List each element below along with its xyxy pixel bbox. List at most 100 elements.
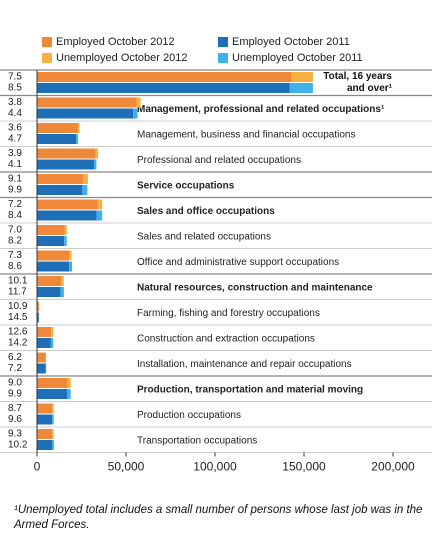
bar-segment (37, 429, 53, 439)
category-label: Professional and related occupations (137, 155, 301, 166)
rate-label: 9.1 (8, 174, 22, 185)
category-label: Construction and extraction occupations (137, 333, 315, 344)
bar-segment (37, 134, 77, 144)
rate-label: 8.6 (8, 261, 22, 272)
total-label: Total, 16 years and over¹ (323, 71, 392, 94)
legend-label: Employed October 2011 (232, 36, 350, 48)
rate-label: 3.9 (8, 148, 22, 159)
category-label: Production, transportation and material … (137, 384, 363, 395)
bar-segment (67, 378, 71, 388)
bar-segment (37, 97, 137, 108)
bar-segment (133, 108, 138, 119)
bar-segment (37, 123, 78, 133)
rate-label: 7.0 (8, 225, 22, 236)
legend-swatch (42, 53, 52, 63)
bar-segment (291, 72, 313, 82)
bar-segment (76, 134, 79, 144)
bar-segment (37, 174, 84, 184)
bar-segment (136, 97, 141, 108)
bar-segment (97, 199, 103, 210)
rate-label: 3.8 (8, 97, 22, 108)
bar-segment (83, 174, 88, 184)
rate-label: 7.3 (8, 250, 22, 261)
bar-segment (69, 261, 73, 272)
bar-segment (37, 414, 53, 425)
bar-segment (52, 403, 54, 414)
x-tick-label: 50,000 (108, 460, 145, 474)
rate-label: 8.7 (8, 403, 22, 414)
bar-segment (93, 159, 97, 170)
legend-label: Unemployed October 2012 (56, 52, 187, 64)
category-label: Natural resources, construction and main… (137, 282, 373, 293)
bar-segment (96, 210, 103, 221)
rate-label: 6.2 (8, 352, 22, 363)
bar-segment (67, 389, 71, 399)
rate-label: 7.5 (8, 72, 22, 83)
rate-label: 14.5 (8, 312, 28, 323)
bar-segment (37, 287, 61, 297)
bar-segment (69, 250, 72, 261)
bar-segment (52, 414, 54, 425)
rate-label: 8.5 (8, 83, 22, 94)
category-label: Installation, maintenance and repair occ… (137, 359, 352, 370)
rate-label: 4.7 (8, 134, 22, 145)
x-tick-label: 0 (34, 460, 41, 474)
category-label: Sales and office occupations (137, 206, 275, 217)
bar-segment (37, 250, 70, 261)
x-tick-label: 200,000 (371, 460, 415, 474)
rate-label: 9.9 (8, 389, 22, 400)
rate-label: 9.9 (8, 185, 22, 196)
bar-segment (37, 338, 51, 348)
bar-segment (37, 236, 65, 246)
rate-label: 4.4 (8, 108, 22, 119)
rate-label: 9.6 (8, 414, 22, 425)
bar-segment (37, 225, 65, 235)
category-label: Production occupations (137, 410, 241, 421)
bar-segment (82, 185, 88, 195)
bar-segment (60, 287, 64, 297)
bar-segment (37, 440, 53, 450)
rate-label: 7.2 (8, 199, 22, 210)
category-label: Service occupations (137, 180, 235, 191)
bar-segment (37, 301, 39, 312)
bar-segment (37, 185, 83, 195)
rate-label: 9.0 (8, 378, 22, 389)
category-label: Transportation occupations (137, 435, 257, 446)
bar-segment (95, 148, 99, 159)
footnote: ¹Unemployed total includes a small numbe… (14, 504, 423, 531)
legend-swatch (218, 37, 228, 47)
bar-segment (37, 199, 98, 210)
bar-segment (37, 363, 46, 374)
rate-label: 4.1 (8, 159, 22, 170)
category-label: Management, business and financial occup… (137, 129, 355, 140)
category-label: Management, professional and related occ… (137, 104, 385, 115)
bar-segment (77, 123, 80, 133)
bar-segment (37, 72, 292, 82)
bar-segment (37, 327, 52, 337)
bar-segment (51, 327, 54, 337)
rate-label: 8.4 (8, 210, 22, 221)
rate-label: 10.2 (8, 440, 28, 451)
category-label: Office and administrative support occupa… (137, 257, 339, 268)
bar-segment (37, 389, 68, 399)
bar-segment (37, 159, 94, 170)
rate-label: 10.9 (8, 301, 28, 312)
bar-segment (64, 236, 67, 246)
rate-label: 3.6 (8, 123, 22, 134)
bar-segment (37, 403, 53, 414)
bar-segment (37, 210, 97, 221)
bar-segment (37, 148, 96, 159)
bar-segment (37, 83, 290, 93)
bar-segment (289, 83, 313, 93)
legend-label: Employed October 2012 (56, 36, 175, 48)
x-tick-label: 100,000 (193, 460, 237, 474)
bar-segment (52, 429, 54, 439)
bar-segment (37, 378, 68, 388)
bar-segment (37, 312, 39, 323)
bar-segment (45, 363, 47, 374)
rate-label: 7.2 (8, 363, 22, 374)
bar-segment (37, 276, 62, 286)
legend-swatch (218, 53, 228, 63)
rate-label: 9.3 (8, 429, 22, 440)
